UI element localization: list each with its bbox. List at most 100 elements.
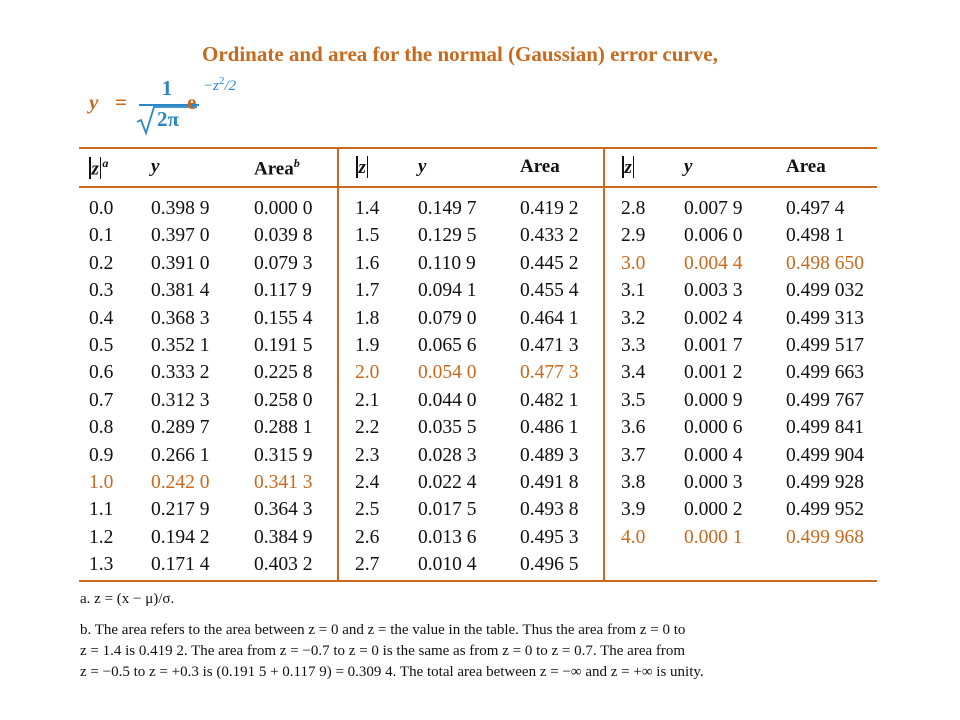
table-top-rule: [79, 147, 877, 149]
table-cell-z: 2.2: [355, 417, 380, 439]
table-cell-y: 0.002 4: [684, 307, 743, 329]
table-cell-y: 0.381 4: [151, 280, 210, 302]
table-cell-z: 1.0: [89, 472, 114, 493]
table-cell-y: 0.000 2: [684, 499, 743, 521]
table-cell-y: 0.000 6: [684, 417, 743, 439]
table-cell-area: 0.445 2: [520, 252, 579, 274]
table-cell-z: 3.2: [621, 307, 646, 329]
table-cell-y: 0.352 1: [151, 335, 210, 356]
table-cell-z: 3.3: [621, 335, 646, 356]
table-cell-z: 3.9: [621, 499, 646, 521]
table-cell-y: 0.266 1: [151, 444, 210, 466]
table-cell-y: 0.004 4: [684, 252, 743, 274]
table-cell-z: 2.5: [355, 499, 380, 521]
footnote-b-line-2: z = 1.4 is 0.419 2. The area from z = −0…: [80, 643, 686, 659]
header-z-3: z: [621, 156, 635, 179]
table-cell-y: 0.028 3: [418, 444, 477, 466]
exponent-tail: /2: [224, 78, 237, 94]
formula-denominator: 2π: [157, 107, 180, 131]
table-cell-y: 0.368 3: [151, 307, 210, 329]
table-cell-y: 0.149 7: [418, 198, 477, 219]
table-cell-z: 2.9: [621, 225, 646, 247]
table-cell-area: 0.039 8: [254, 225, 313, 247]
table-cell-z: 0.5: [89, 335, 114, 356]
table-cell-y: 0.035 5: [418, 417, 477, 439]
table-cell-y: 0.022 4: [418, 472, 477, 493]
table-cell-z: 0.7: [89, 389, 114, 411]
table-cell-z: 3.5: [621, 389, 646, 411]
table-cell-y: 0.044 0: [418, 389, 477, 411]
table-cell-area: 0.493 8: [520, 499, 579, 521]
table-cell-area: 0.499 517: [786, 335, 864, 356]
column-divider-1: [337, 147, 339, 581]
table-cell-area: 0.315 9: [254, 444, 313, 466]
table-cell-z: 2.0: [355, 362, 380, 384]
table-cell-z: 0.9: [89, 444, 114, 466]
table-cell-area: 0.497 4: [786, 198, 845, 219]
table-cell-y: 0.129 5: [418, 225, 477, 247]
table-cell-y: 0.391 0: [151, 252, 210, 274]
header-area-2: Area: [520, 156, 560, 177]
table-cell-z: 2.7: [355, 554, 380, 576]
table-cell-z: 1.1: [89, 499, 114, 521]
table-cell-z: 0.0: [89, 198, 114, 219]
table-bottom-rule: [79, 580, 877, 582]
table-cell-z: 2.4: [355, 472, 380, 493]
table-cell-y: 0.079 0: [418, 307, 477, 329]
table-cell-y: 0.194 2: [151, 526, 210, 548]
table-cell-area: 0.288 1: [254, 417, 313, 439]
table-cell-z: 3.8: [621, 472, 646, 493]
table-cell-y: 0.242 0: [151, 472, 210, 493]
table-title: Ordinate and area for the normal (Gaussi…: [202, 42, 718, 66]
table-cell-area: 0.482 1: [520, 389, 579, 411]
table-cell-z: 1.8: [355, 307, 380, 329]
footnote-b-line-3: z = −0.5 to z = +0.3 is (0.191 5 + 0.117…: [80, 664, 704, 680]
table-cell-y: 0.017 5: [418, 499, 477, 521]
exponent-main: −z: [203, 78, 219, 94]
table-cell-y: 0.010 4: [418, 554, 477, 576]
gaussian-formula: y = 1 2π e −z2/2: [89, 72, 309, 142]
table-cell-area: 0.384 9: [254, 526, 313, 548]
table-cell-area: 0.403 2: [254, 554, 313, 576]
table-cell-area: 0.499 032: [786, 280, 864, 302]
table-cell-z: 2.3: [355, 444, 380, 466]
table-cell-z: 2.1: [355, 389, 380, 411]
footnote-marker-b: b: [293, 156, 300, 170]
footnote-a: a. z = (x − μ)/σ.: [80, 591, 175, 607]
header-rule: [79, 186, 877, 188]
table-cell-z: 3.7: [621, 444, 646, 466]
column-divider-2: [603, 147, 605, 581]
table-cell-z: 2.6: [355, 526, 380, 548]
table-cell-z: 1.6: [355, 252, 380, 274]
table-cell-area: 0.498 650: [786, 252, 864, 274]
formula-numerator: 1: [161, 76, 173, 100]
table-cell-y: 0.398 9: [151, 198, 210, 219]
table-cell-area: 0.471 3: [520, 335, 579, 356]
table-cell-z: 1.7: [355, 280, 380, 302]
table-cell-z: 3.1: [621, 280, 646, 302]
table-cell-y: 0.065 6: [418, 335, 477, 356]
table-cell-area: 0.117 9: [254, 280, 312, 302]
table-cell-y: 0.003 3: [684, 280, 743, 302]
table-cell-area: 0.499 904: [786, 444, 864, 466]
footnote-b-line-1: b. The area refers to the area between z…: [80, 622, 686, 638]
table-cell-area: 0.499 841: [786, 417, 864, 439]
table-cell-area: 0.464 1: [520, 307, 579, 329]
table-cell-y: 0.013 6: [418, 526, 477, 548]
table-cell-area: 0.499 968: [786, 526, 864, 548]
table-cell-y: 0.110 9: [418, 252, 476, 274]
table-cell-area: 0.499 663: [786, 362, 864, 384]
table-cell-area: 0.477 3: [520, 362, 579, 384]
table-cell-area: 0.496 5: [520, 554, 579, 576]
table-cell-area: 0.499 313: [786, 307, 864, 329]
table-cell-area: 0.258 0: [254, 389, 313, 411]
table-cell-area: 0.191 5: [254, 335, 313, 356]
table-cell-area: 0.498 1: [786, 225, 845, 247]
table-cell-area: 0.489 3: [520, 444, 579, 466]
formula-lhs: y: [89, 90, 99, 114]
table-cell-y: 0.000 1: [684, 526, 743, 548]
table-cell-y: 0.171 4: [151, 554, 210, 576]
table-cell-y: 0.007 9: [684, 198, 743, 219]
table-cell-y: 0.312 3: [151, 389, 210, 411]
